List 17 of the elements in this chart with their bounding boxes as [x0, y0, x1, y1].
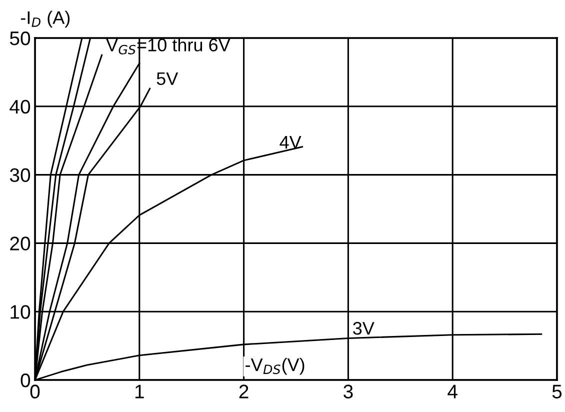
x-tick-label: 4 — [448, 384, 458, 398]
y-tick-label: 40 — [10, 100, 30, 114]
y-axis-title: -I$_{D}$ (A) — [20, 10, 70, 28]
annotation: 3V — [353, 322, 374, 335]
x-tick-label: 0 — [30, 384, 40, 398]
y-tick-label: 0 — [20, 373, 30, 388]
y-tick-label: 30 — [10, 168, 30, 182]
x-tick-label: 3 — [344, 384, 353, 398]
x-axis-title: -V$_{DS}$(V) — [246, 358, 304, 375]
y-tick-label: 10 — [10, 305, 30, 319]
annotation: 5V — [156, 72, 178, 86]
y-tick-label: 20 — [10, 236, 30, 250]
annotation: 4V — [280, 136, 302, 148]
y-tick-label: 50 — [10, 31, 30, 46]
x-tick-label: 1 — [135, 384, 144, 398]
x-tick-label: 5 — [552, 384, 562, 398]
x-tick-label: 2 — [239, 384, 248, 398]
